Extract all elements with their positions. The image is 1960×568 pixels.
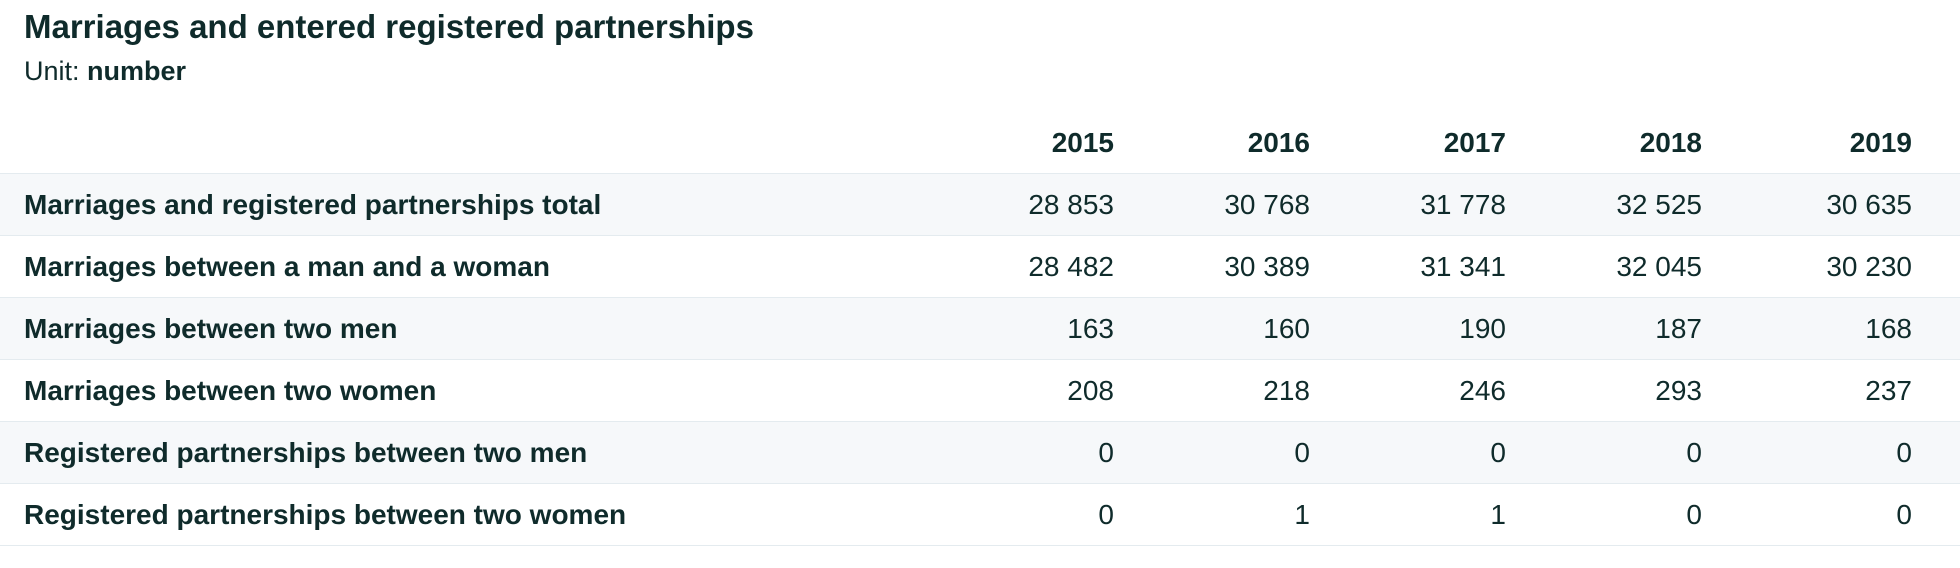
- cell: 293: [1506, 359, 1702, 422]
- corner-cell: [0, 112, 918, 174]
- cell: 0: [1310, 421, 1506, 484]
- table-row: Marriages between two women 208 218 246 293 2…: [0, 359, 1960, 422]
- unit: number: [87, 56, 187, 86]
- header-row: 2015 2016 2017 2018 2019: [0, 112, 1960, 174]
- cell: 0: [1114, 421, 1310, 484]
- cell: 28 482: [918, 235, 1114, 298]
- cell: 163: [918, 297, 1114, 360]
- table-row: Registered partnerships between two wome…: [0, 483, 1960, 546]
- cell: 0: [918, 421, 1114, 484]
- cell: 0: [1506, 421, 1702, 484]
- cell: 187: [1506, 297, 1702, 360]
- cell: 0: [1506, 483, 1702, 546]
- cell: 0: [918, 483, 1114, 546]
- table-row: Marriages between a man and a woman 28 48…: [0, 235, 1960, 298]
- row-label: Marriages and registered partnerships to…: [0, 173, 918, 236]
- row-label: Marriages between two men: [0, 297, 918, 360]
- column-header: 2019: [1702, 112, 1960, 174]
- cell: 28 853: [918, 173, 1114, 236]
- unit-line: Unit: number: [24, 56, 186, 87]
- cell: 237: [1702, 359, 1960, 422]
- data-table: 2015 2016 2017 2018 2019 Marriages and regis…: [0, 112, 1960, 546]
- row-label: Registered partnerships between two wome…: [0, 483, 918, 546]
- cell: 1: [1114, 483, 1310, 546]
- row-label: Registered partnerships between two men: [0, 421, 918, 484]
- cell: 30 768: [1114, 173, 1310, 236]
- table-row: Marriages and registered partnerships to…: [0, 173, 1960, 236]
- row-label: Marriages between two women: [0, 359, 918, 422]
- cell: 168: [1702, 297, 1960, 360]
- table-row: Registered partnerships between two men 0…: [0, 421, 1960, 484]
- column-header: 2018: [1506, 112, 1702, 174]
- title: Marriages and entered registered partner…: [24, 8, 754, 45]
- cell: 0: [1702, 483, 1960, 546]
- cell: 30 389: [1114, 235, 1310, 298]
- cell: 32 525: [1506, 173, 1702, 236]
- table-row: Marriages between two men 163 160 190 187 168: [0, 297, 1960, 360]
- cell: 0: [1702, 421, 1960, 484]
- cell: 30 635: [1702, 173, 1960, 236]
- unit-label: Unit:: [24, 56, 80, 86]
- cell: 246: [1310, 359, 1506, 422]
- cell: 30 230: [1702, 235, 1960, 298]
- cell: 190: [1310, 297, 1506, 360]
- cell: 32 045: [1506, 235, 1702, 298]
- row-label: Marriages between a man and a woman: [0, 235, 918, 298]
- table-body: Marriages and registered partnerships to…: [0, 173, 1960, 546]
- cell: 31 778: [1310, 173, 1506, 236]
- cell: 31 341: [1310, 235, 1506, 298]
- column-header: 2015: [918, 112, 1114, 174]
- cell: 218: [1114, 359, 1310, 422]
- cell: 208: [918, 359, 1114, 422]
- cell: 1: [1310, 483, 1506, 546]
- column-header: 2017: [1310, 112, 1506, 174]
- cell: 160: [1114, 297, 1310, 360]
- column-header: 2016: [1114, 112, 1310, 174]
